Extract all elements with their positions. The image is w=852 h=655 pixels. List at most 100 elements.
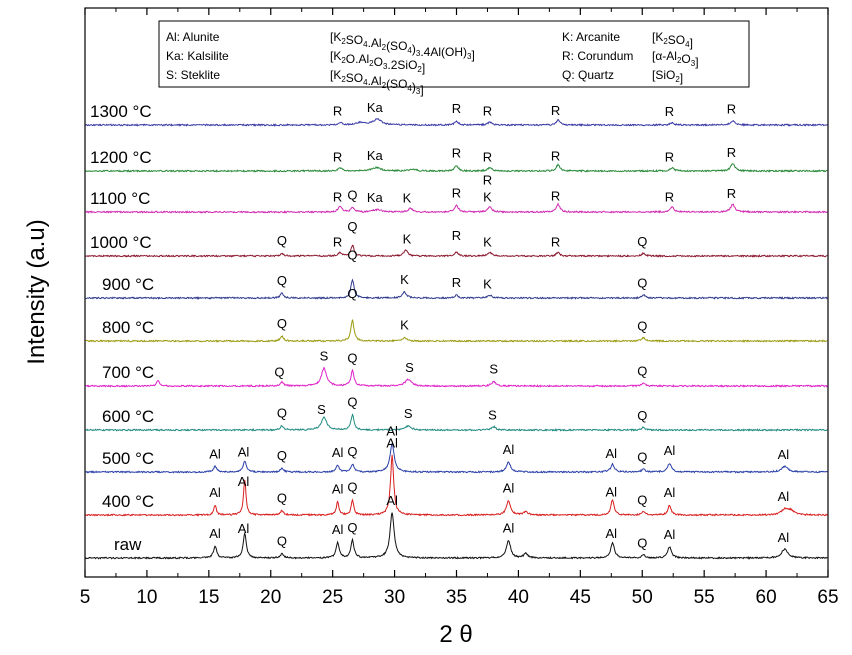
peak-label: Q bbox=[347, 394, 357, 409]
series-name-label: raw bbox=[114, 535, 142, 554]
peak-label: Q bbox=[347, 350, 357, 365]
series-line bbox=[85, 442, 828, 474]
x-tick-label: 25 bbox=[322, 587, 343, 608]
peak-label: Q bbox=[277, 316, 287, 331]
series-line bbox=[85, 413, 828, 432]
peak-label: Al bbox=[332, 445, 344, 460]
legend-formula: [K2SO4.Al2(SO4)3] bbox=[330, 68, 424, 97]
peak-label: Al bbox=[209, 526, 221, 541]
peak-label: Q bbox=[637, 536, 647, 551]
peak-label: Al bbox=[664, 485, 676, 500]
legend-formula: [K2SO4] bbox=[652, 30, 693, 50]
peak-label: R bbox=[727, 145, 736, 160]
peak-label: Al bbox=[209, 485, 221, 500]
peak-label: Q bbox=[274, 364, 284, 379]
peak-label: R bbox=[333, 234, 342, 249]
x-axis: 5 10 15 20 25 30 35 40 45 50 55 60 65 bbox=[80, 8, 839, 608]
peak-label: R bbox=[452, 101, 461, 116]
peak-label: Al bbox=[503, 520, 515, 535]
x-tick-label: 10 bbox=[136, 587, 157, 608]
peak-label: Q bbox=[347, 187, 357, 202]
peak-label: R bbox=[452, 145, 461, 160]
peak-label: Al bbox=[386, 436, 398, 451]
y-axis-label: Intensity (a.u) bbox=[23, 219, 50, 364]
series-name-label: 1300 °C bbox=[90, 102, 152, 121]
peak-label: Ka bbox=[367, 190, 384, 205]
peak-label: K bbox=[400, 272, 409, 287]
peak-label: R bbox=[551, 148, 560, 163]
peak-label: Q bbox=[347, 520, 357, 535]
series-group: 900 °C Q Q K R K Q bbox=[85, 247, 828, 300]
series-name-label: 600 °C bbox=[102, 407, 154, 426]
peak-label: Q bbox=[277, 448, 287, 463]
peak-label: Al bbox=[664, 527, 676, 542]
peak-label: R bbox=[452, 185, 461, 200]
series-name-label: 700 °C bbox=[102, 363, 154, 382]
peak-label: Ka bbox=[367, 148, 384, 163]
peak-label: Q bbox=[277, 233, 287, 248]
legend-entry: Q: Quartz [SiO2] bbox=[562, 68, 683, 85]
x-tick-label: 45 bbox=[570, 587, 591, 608]
series-line bbox=[85, 454, 828, 517]
peak-label: Al bbox=[503, 442, 515, 457]
legend-mineral: R: Corundum bbox=[562, 49, 633, 63]
peak-label: Al bbox=[332, 482, 344, 497]
peak-label: R bbox=[551, 189, 560, 204]
x-tick-label: 5 bbox=[80, 587, 91, 608]
legend-formula: [K2O.Al2O3.2SiO2] bbox=[330, 49, 425, 75]
series-line bbox=[85, 319, 828, 343]
peak-label: Q bbox=[637, 276, 647, 291]
peak-label: R bbox=[333, 104, 342, 119]
peak-label: Q bbox=[637, 493, 647, 508]
peak-label: Al bbox=[606, 484, 618, 499]
peak-label: R bbox=[727, 186, 736, 201]
peak-label: Q bbox=[277, 491, 287, 506]
series-group: 1300 °C R Ka R R R R R bbox=[85, 100, 828, 127]
peak-label: Al bbox=[778, 447, 790, 462]
series-line bbox=[85, 366, 828, 388]
peak-label: Al bbox=[209, 446, 221, 461]
peak-label: R bbox=[551, 235, 560, 250]
peak-label: R bbox=[483, 172, 492, 187]
peak-label: Al bbox=[778, 530, 790, 545]
x-tick-label: 35 bbox=[446, 587, 467, 608]
legend: Al: Alunite [K2SO4.Al2(SO4)3.4Al(OH)3]Ka:… bbox=[158, 20, 750, 97]
series-group: 800 °C Q Q K Q bbox=[85, 286, 828, 343]
peak-label: Q bbox=[347, 479, 357, 494]
series-line bbox=[85, 244, 828, 258]
peak-label: K bbox=[483, 189, 492, 204]
x-tick-label: 40 bbox=[508, 587, 529, 608]
series-name-label: 1200 °C bbox=[90, 148, 152, 167]
peak-label: R bbox=[727, 101, 736, 116]
legend-entry: S: Steklite [K2SO4.Al2(SO4)3] bbox=[166, 68, 424, 97]
peak-label: S bbox=[489, 362, 498, 377]
legend-formula: [K2SO4.Al2(SO4)3.4Al(OH)3] bbox=[330, 30, 475, 62]
peak-label: Al bbox=[503, 481, 515, 496]
x-tick-label: 50 bbox=[632, 587, 653, 608]
series-group: 1200 °C R Ka R R R R R bbox=[85, 145, 828, 173]
peak-label: R bbox=[452, 228, 461, 243]
legend-entry: Ka: Kalsilite [K2O.Al2O3.2SiO2] bbox=[166, 49, 425, 75]
peak-label: Q bbox=[277, 533, 287, 548]
legend-mineral: S: Steklite bbox=[166, 68, 220, 82]
peak-label: R bbox=[333, 149, 342, 164]
peak-label: R bbox=[483, 104, 492, 119]
legend-mineral: K: Arcanite bbox=[562, 30, 620, 44]
peak-label: Al bbox=[606, 526, 618, 541]
peak-label: Q bbox=[637, 364, 647, 379]
x-tick-label: 20 bbox=[260, 587, 281, 608]
legend-mineral: Q: Quartz bbox=[562, 68, 614, 82]
series-group: 1000 °C Q RQK R K R Q bbox=[85, 219, 828, 258]
x-tick-label: 55 bbox=[694, 587, 715, 608]
legend-formula: [α-Al2O3] bbox=[652, 49, 699, 69]
peak-label: R bbox=[333, 189, 342, 204]
peak-label: Al bbox=[332, 522, 344, 537]
peak-label: Q bbox=[347, 444, 357, 459]
series-line bbox=[85, 512, 828, 560]
series-group: 700 °C Q S Q S S Q bbox=[85, 348, 828, 388]
peak-label: R bbox=[452, 275, 461, 290]
peak-label: S bbox=[404, 406, 413, 421]
series-name-label: 400 °C bbox=[102, 492, 154, 511]
